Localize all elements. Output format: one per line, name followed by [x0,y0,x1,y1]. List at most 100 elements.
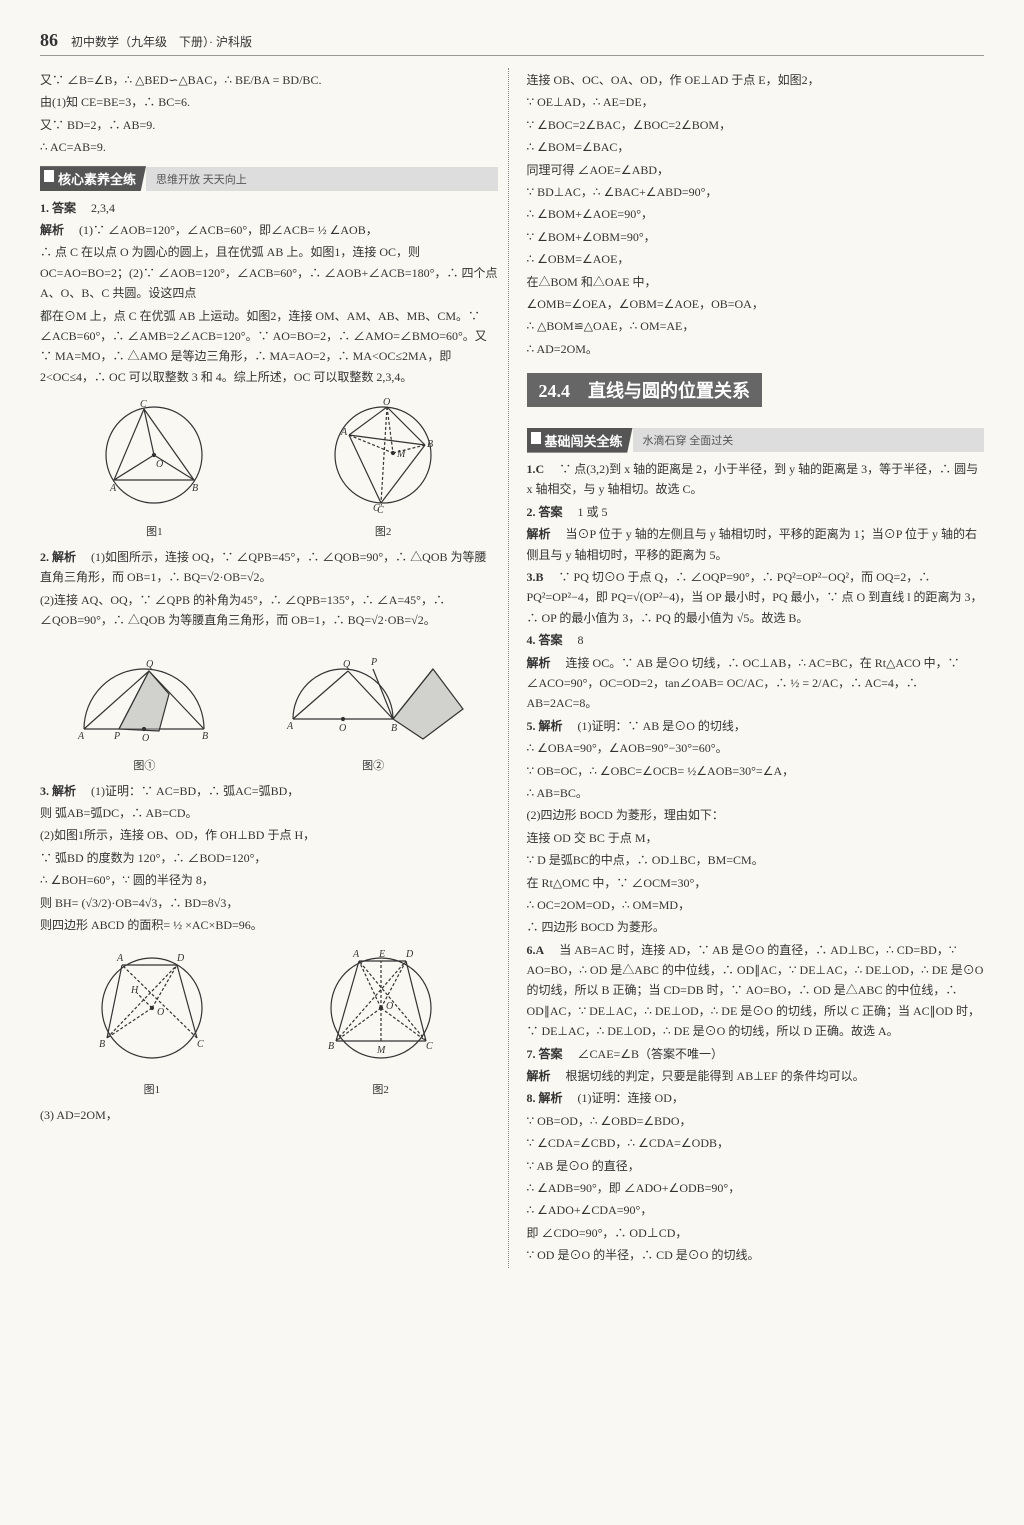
r-q8-line: ∴ ∠ADB=90°，即 ∠ADO+∠ODB=90°， [527,1178,985,1198]
cont-line: ∴ AD=2OM。 [527,339,985,359]
q1-line: 都在⊙M 上，点 C 在优弧 AB 上运动。如图2，连接 OM、AM、AB、MB… [40,306,498,388]
figure-q3-2: A E D B M C O 图2 [301,943,461,1097]
intro-line: ∴ AC=AB=9. [40,137,498,157]
r-q6: 6.A 当 AB=AC 时，连接 AD，∵ AB 是⊙O 的直径，∴ AD⊥BC… [527,940,985,1042]
section-24-4-title: 24.4 直线与圆的位置关系 [527,361,985,419]
r-q8-line: ∴ ∠ADO+∠CDA=90°， [527,1200,985,1220]
cont-line: 在△BOM 和△OAE 中， [527,272,985,292]
r-q5-line: (2)四边形 BOCD 为菱形，理由如下： [527,805,985,825]
page: 86 初中数学（九年级 下册）· 沪科版 又∵ ∠B=∠B，∴ △BED∽△BA… [0,0,1024,1525]
q3-line: 则四边形 ABCD 的面积= ½ ×AC×BD=96。 [40,915,498,935]
svg-text:O: O [142,733,149,744]
figure-2: A B O M C C' 图2 [313,395,453,539]
q3-fig1-caption: 图1 [77,1081,227,1097]
cont-line: ∴ △BOM≌△OAE，∴ OM=AE， [527,316,985,336]
cont-line: 连接 OB、OC、OA、OD，作 OE⊥AD 于点 E，如图2， [527,70,985,90]
page-header: 86 初中数学（九年级 下册）· 沪科版 [40,30,984,56]
svg-text:E: E [378,949,385,960]
r-q5-line: ∴ AB=BC。 [527,783,985,803]
r-q5-line: 连接 OD 交 BC 于点 M， [527,828,985,848]
r-q3: 3.B ∵ PQ 切⊙O 于点 Q，∴ ∠OQP=90°，∴ PQ²=OP²−O… [527,567,985,628]
q2-fig2-caption: 图② [273,757,473,773]
r-q8-line: 即 ∠CDO=90°，∴ OD⊥CD， [527,1223,985,1243]
fig1-caption: 图1 [84,523,224,539]
header-title: 初中数学（九年级 下册）· 沪科版 [71,35,252,49]
r-q2-parse: 解析 当⊙P 位于 y 轴的左侧且与 y 轴相切时，平移的距离为 1；当⊙P 位… [527,524,985,565]
q3-head: 3. 解析 (1)证明：∵ AC=BD，∴ 弧AC=弧BD， [40,781,498,801]
q3-line: 则 弧AB=弧DC，∴ AB=CD。 [40,803,498,823]
q2-head: 2. 解析 (1)如图所示，连接 OQ，∵ ∠QPB=45°，∴ ∠QOB=90… [40,547,498,588]
cont-line: ∵ OE⊥AD，∴ AE=DE， [527,92,985,112]
left-column: 又∵ ∠B=∠B，∴ △BED∽△BAC，∴ BE/BA = BD/BC. 由(… [40,68,509,1268]
section-label: 基础闯关全练 [527,428,633,453]
q2-fig1-caption: 图① [64,757,224,773]
section-subtitle: 水滴石穿 全面过关 [633,428,984,452]
fig2-caption: 图2 [313,523,453,539]
section-subtitle: 思维开放 天天向上 [146,167,497,191]
svg-text:A: A [286,721,294,732]
r-q7-parse: 解析 根据切线的判定，只要是能得到 AB⊥EF 的条件均可以。 [527,1066,985,1086]
svg-text:A: A [340,427,348,438]
svg-text:P: P [370,657,377,668]
svg-text:D: D [176,953,185,964]
svg-text:B: B [192,483,198,494]
q1-parse-head: 解析 (1)∵ ∠AOB=120°，∠ACB=60°，即∠ACB= ½ ∠AOB… [40,220,498,240]
section-bar-right: 基础闯关全练 水滴石穿 全面过关 [527,429,985,451]
svg-text:O: O [383,397,390,408]
figure-q2-1: A O B P Q 图① [64,639,224,773]
svg-text:B: B [202,731,208,742]
q1-line: ∴ 点 C 在以点 O 为圆心的圆上，且在优弧 AB 上。如图1，连接 OC，则… [40,242,498,303]
svg-text:P: P [113,731,120,742]
cont-line: ∠OMB=∠OEA，∠OBM=∠AOE，OB=OA， [527,294,985,314]
r-q5-head: 5. 解析 (1)证明：∵ AB 是⊙O 的切线， [527,716,985,736]
svg-text:B: B [99,1039,105,1050]
svg-text:D: D [405,949,414,960]
r-q5-line: ∴ OC=2OM=OD，∴ OM=MD， [527,895,985,915]
r-q8-line: ∵ ∠CDA=∠CBD，∴ ∠CDA=∠ODB， [527,1133,985,1153]
r-q5-line: 在 Rt△OMC 中，∵ ∠OCM=30°， [527,873,985,893]
figure-1: A B C O 图1 [84,395,224,539]
svg-text:C: C [140,399,147,410]
q2-figures: A O B P Q 图① [40,639,498,773]
q3-fig2-caption: 图2 [301,1081,461,1097]
q3-line: (2)如图1所示，连接 OB、OD，作 OH⊥BD 于点 H， [40,825,498,845]
svg-text:O: O [386,1001,393,1012]
svg-text:B: B [328,1041,334,1052]
cont-line: ∵ ∠BOC=2∠BAC，∠BOC=2∠BOM， [527,115,985,135]
q3-line: 则 BH= (√3/2)·OB=4√3，∴ BD=8√3， [40,893,498,913]
svg-text:M: M [396,449,406,460]
intro-line: 又∵ BD=2，∴ AB=9. [40,115,498,135]
svg-text:H: H [130,985,139,996]
svg-text:A: A [77,731,85,742]
q1-figures: A B C O 图1 [40,395,498,539]
r-q8-line: ∵ OB=OD，∴ ∠OBD=∠BDO， [527,1111,985,1131]
r-q1: 1.C ∵ 点(3,2)到 x 轴的距离是 2，小于半径，到 y 轴的距离是 3… [527,459,985,500]
r-q5-line: ∴ ∠OBA=90°，∠AOB=90°−30°=60°。 [527,738,985,758]
q3-line: ∴ ∠BOH=60°，∵ 圆的半径为 8， [40,870,498,890]
cont-line: 同理可得 ∠AOE=∠ABD， [527,160,985,180]
r-q4-ans: 4. 答案 8 [527,630,985,650]
svg-text:C: C [197,1039,204,1050]
q3-line: (3) AD=2OM， [40,1105,498,1125]
page-number: 86 [40,30,58,50]
svg-text:Q: Q [343,659,351,670]
r-q5-line: ∵ D 是弧BC的中点，∴ OD⊥BC，BM=CM。 [527,850,985,870]
q3-line: ∵ 弧BD 的度数为 120°，∴ ∠BOD=120°， [40,848,498,868]
r-q2-ans: 2. 答案 1 或 5 [527,502,985,522]
cont-line: ∵ BD⊥AC，∴ ∠BAC+∠ABD=90°， [527,182,985,202]
svg-text:A: A [116,953,124,964]
svg-text:C: C [426,1041,433,1052]
svg-text:O: O [156,459,163,470]
r-q5-line: ∵ OB=OC，∴ ∠OBC=∠OCB= ½∠AOB=30°=∠A， [527,761,985,781]
svg-text:Q: Q [146,659,154,670]
cont-line: ∴ ∠OBM=∠AOE， [527,249,985,269]
right-column: 连接 OB、OC、OA、OD，作 OE⊥AD 于点 E，如图2， ∵ OE⊥AD… [521,68,985,1268]
r-q5-line: ∴ 四边形 BOCD 为菱形。 [527,917,985,937]
svg-text:O: O [339,723,346,734]
svg-text:B: B [427,439,433,450]
svg-text:A: A [352,949,360,960]
r-q7-ans: 7. 答案 ∠CAE=∠B（答案不唯一） [527,1044,985,1064]
q2-line: (2)连接 AQ、OQ，∵ ∠QPB 的补角为45°，∴ ∠QPB=135°，∴… [40,590,498,631]
cont-line: ∴ ∠BOM=∠BAC， [527,137,985,157]
q1-answer: 1. 答案 2,3,4 [40,198,498,218]
